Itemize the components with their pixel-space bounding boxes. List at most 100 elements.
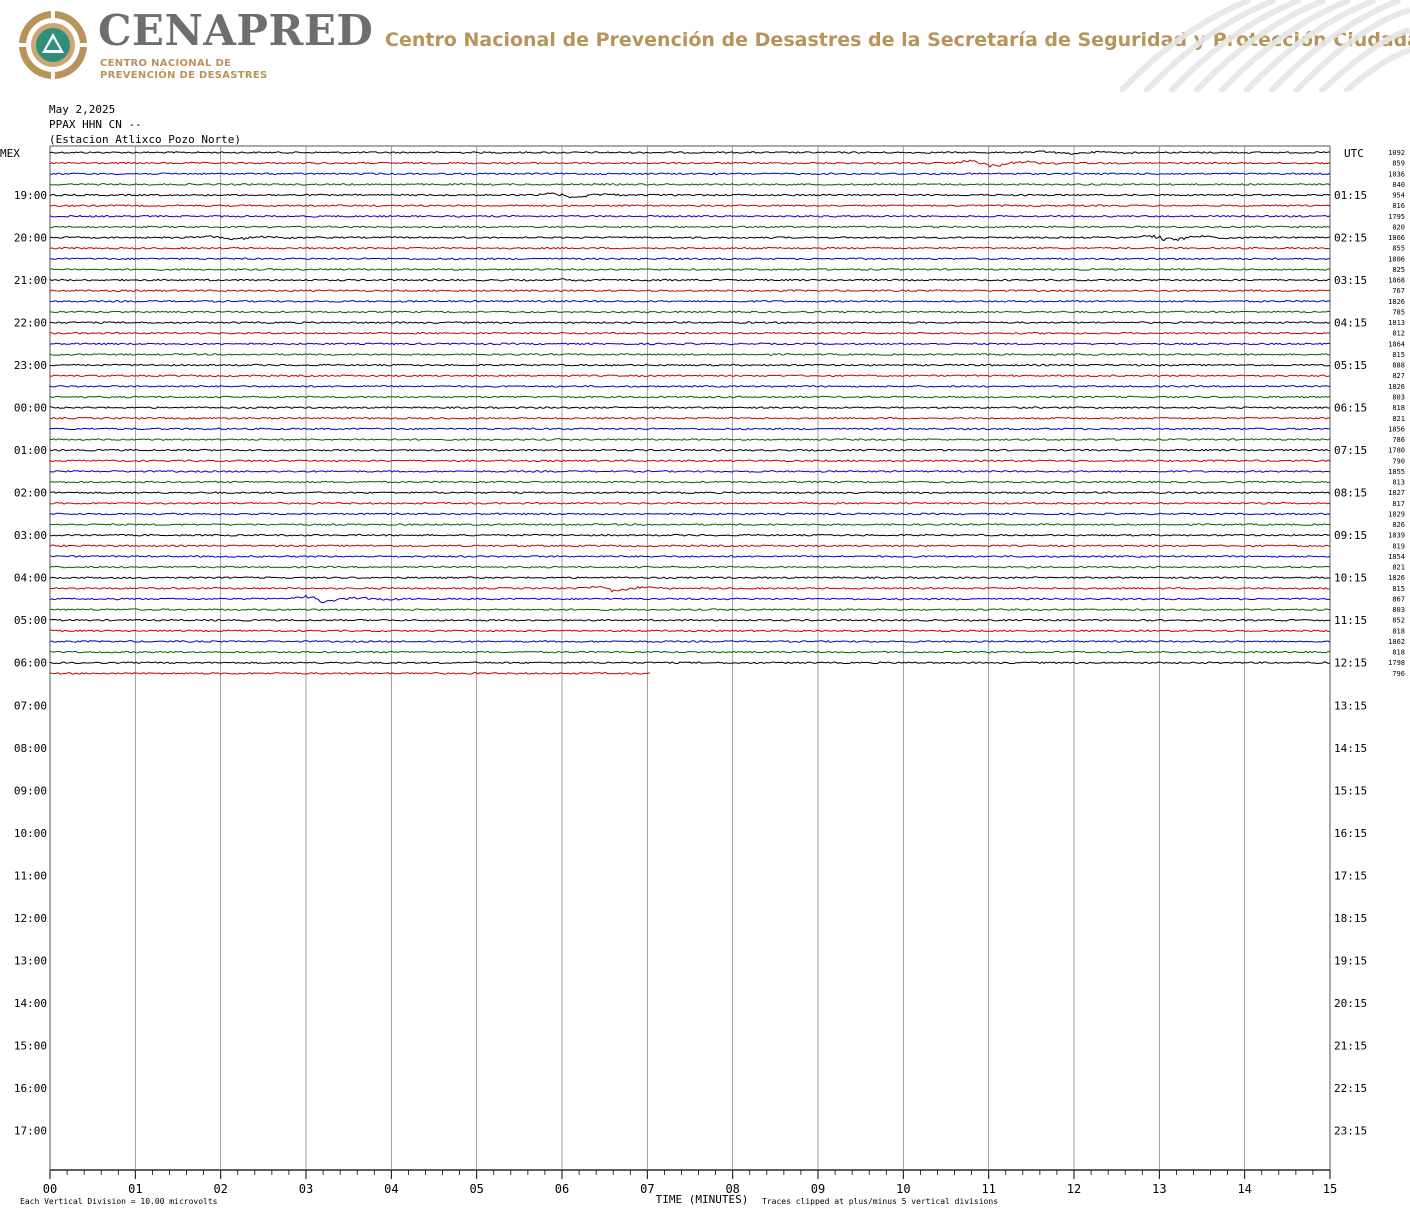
seismic-trace [49,608,1331,611]
x-tick-label: 10 [896,1182,910,1196]
trace-value-label: 790 [1392,457,1405,465]
right-hour-label: 15:15 [1334,784,1367,797]
x-tick-label: 14 [1237,1182,1251,1196]
seismic-trace [49,512,1331,516]
right-hour-label: 18:15 [1334,912,1367,925]
trace-value-label: 1798 [1388,659,1405,667]
left-hour-label: 11:00 [14,869,47,882]
x-tick-label: 13 [1152,1182,1166,1196]
seismic-trace [49,192,1331,199]
seismic-trace [49,268,1331,271]
seismic-trace [49,278,1331,282]
seismic-trace [49,353,1331,356]
trace-value-label: 1795 [1388,213,1405,221]
left-hour-label: 08:00 [14,742,47,755]
left-hour-label: 04:00 [14,572,47,585]
x-tick-label: 00 [43,1182,57,1196]
seismic-trace [49,159,1331,168]
seismic-trace [49,225,1331,229]
x-tick-label: 02 [213,1182,227,1196]
seismic-trace [49,182,1331,186]
left-hour-label: 00:00 [14,402,47,415]
trace-value-label: 855 [1392,245,1405,253]
trace-value-label: 815 [1392,351,1405,359]
seismogram-metadata: May 2,2025 PPAX HHN CN -- (Estacion Atli… [49,102,241,147]
seismic-trace [49,629,1331,633]
x-tick-label: 06 [555,1182,569,1196]
seismic-trace [49,406,1331,410]
left-hour-label: 20:00 [14,232,47,245]
trace-value-label: 767 [1392,287,1405,295]
right-hour-label: 22:15 [1334,1082,1367,1095]
trace-value-label: 785 [1392,308,1405,316]
right-hour-label: 19:15 [1334,954,1367,967]
right-hour-label: 21:15 [1334,1039,1367,1052]
seismic-trace [49,585,1331,593]
seismic-trace [49,576,1331,580]
seismic-trace [49,427,1331,431]
trace-value-label: 803 [1392,393,1405,401]
trace-value-label: 826 [1392,521,1405,529]
right-hour-label: 07:15 [1334,444,1367,457]
seismic-trace [49,448,1331,452]
seismic-trace [49,321,1331,324]
trace-value-label: 888 [1392,362,1405,370]
right-hour-label: 12:15 [1334,657,1367,670]
trace-value-label: 816 [1392,202,1405,210]
left-timezone-label: MEX [0,147,20,160]
x-tick-label: 08 [725,1182,739,1196]
seismic-trace [49,363,1331,367]
trace-value-label: 827 [1392,372,1405,380]
trace-value-label: 1813 [1388,319,1405,327]
x-tick-label: 04 [384,1182,398,1196]
trace-value-label: 803 [1392,606,1405,614]
right-hour-label: 04:15 [1334,317,1367,330]
right-hour-label: 11:15 [1334,614,1367,627]
right-hour-label: 17:15 [1334,869,1367,882]
left-hour-label: 10:00 [14,827,47,840]
trace-value-label: 820 [1392,223,1405,231]
trace-value-label: 821 [1392,564,1405,572]
seismic-trace [49,480,1331,484]
page-header: CENAPRED CENTRO NACIONAL DE PREVENCIÓN D… [0,0,1410,92]
seismic-trace [49,374,1331,378]
left-hour-label: 12:00 [14,912,47,925]
seismic-trace [49,246,1331,250]
seismic-trace [49,491,1331,495]
record-date: May 2,2025 [49,103,116,116]
trace-value-label: 1856 [1388,425,1405,433]
right-hour-label: 03:15 [1334,274,1367,287]
trace-value-label: 812 [1392,330,1405,338]
trace-value-label: 818 [1392,404,1405,412]
right-hour-label: 20:15 [1334,997,1367,1010]
trace-value-label: 1855 [1388,468,1405,476]
seismic-trace [49,438,1331,441]
trace-value-label: 1826 [1388,574,1405,582]
trace-value-label: 818 [1392,649,1405,657]
trace-value-label: 1092 [1388,149,1405,157]
trace-value-label: 1036 [1388,170,1405,178]
trace-value-label: 1806 [1388,255,1405,263]
left-hour-label: 21:00 [14,274,47,287]
logo-subtitle-line-2: PREVENCIÓN DE DESASTRES [100,70,268,81]
cenapred-logo-icon [18,10,88,80]
seismic-trace [49,523,1331,526]
trace-value-label: 786 [1392,436,1405,444]
trace-value-label: 1826 [1388,298,1405,306]
seismic-trace [49,310,1331,314]
logo-wordmark: CENAPRED [98,6,374,55]
right-hour-label: 16:15 [1334,827,1367,840]
trace-value-label: 815 [1392,585,1405,593]
trace-value-label: 954 [1392,192,1405,200]
trace-value-label: 819 [1392,542,1405,550]
trace-value-label: 1864 [1388,340,1405,348]
right-hour-label: 13:15 [1334,699,1367,712]
left-hour-label: 19:00 [14,189,47,202]
trace-value-label: 840 [1392,181,1405,189]
trace-value-label: 1866 [1388,234,1405,242]
left-hour-label: 06:00 [14,657,47,670]
seismic-trace [49,650,1331,654]
seismic-trace [49,544,1331,548]
trace-value-label: 1827 [1388,489,1405,497]
x-tick-label: 05 [469,1182,483,1196]
